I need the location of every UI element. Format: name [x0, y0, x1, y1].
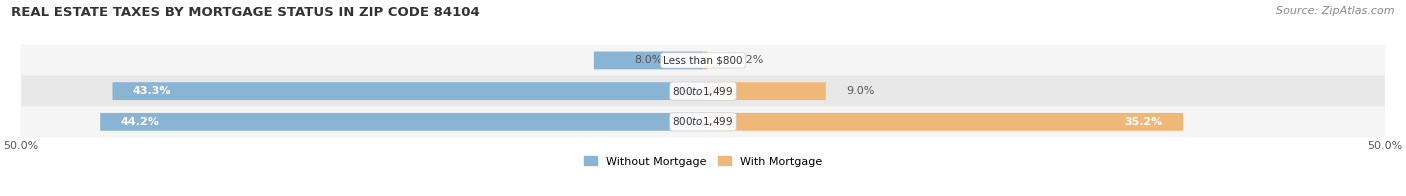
Text: 44.2%: 44.2% — [121, 117, 159, 127]
Text: 35.2%: 35.2% — [1125, 117, 1163, 127]
FancyBboxPatch shape — [703, 82, 825, 100]
Text: 43.3%: 43.3% — [134, 86, 172, 96]
Text: 0.32%: 0.32% — [728, 55, 763, 65]
FancyBboxPatch shape — [593, 52, 703, 69]
Text: $800 to $1,499: $800 to $1,499 — [672, 85, 734, 98]
Text: $800 to $1,499: $800 to $1,499 — [672, 115, 734, 128]
FancyBboxPatch shape — [21, 75, 1385, 107]
FancyBboxPatch shape — [21, 106, 1385, 138]
Text: 9.0%: 9.0% — [846, 86, 875, 96]
Text: Source: ZipAtlas.com: Source: ZipAtlas.com — [1277, 6, 1395, 16]
Text: REAL ESTATE TAXES BY MORTGAGE STATUS IN ZIP CODE 84104: REAL ESTATE TAXES BY MORTGAGE STATUS IN … — [11, 6, 479, 19]
Legend: Without Mortgage, With Mortgage: Without Mortgage, With Mortgage — [583, 156, 823, 167]
FancyBboxPatch shape — [21, 45, 1385, 76]
FancyBboxPatch shape — [112, 82, 703, 100]
Text: Less than $800: Less than $800 — [664, 55, 742, 65]
FancyBboxPatch shape — [703, 113, 1182, 131]
Text: 8.0%: 8.0% — [634, 55, 662, 65]
FancyBboxPatch shape — [100, 113, 703, 131]
FancyBboxPatch shape — [703, 52, 707, 69]
